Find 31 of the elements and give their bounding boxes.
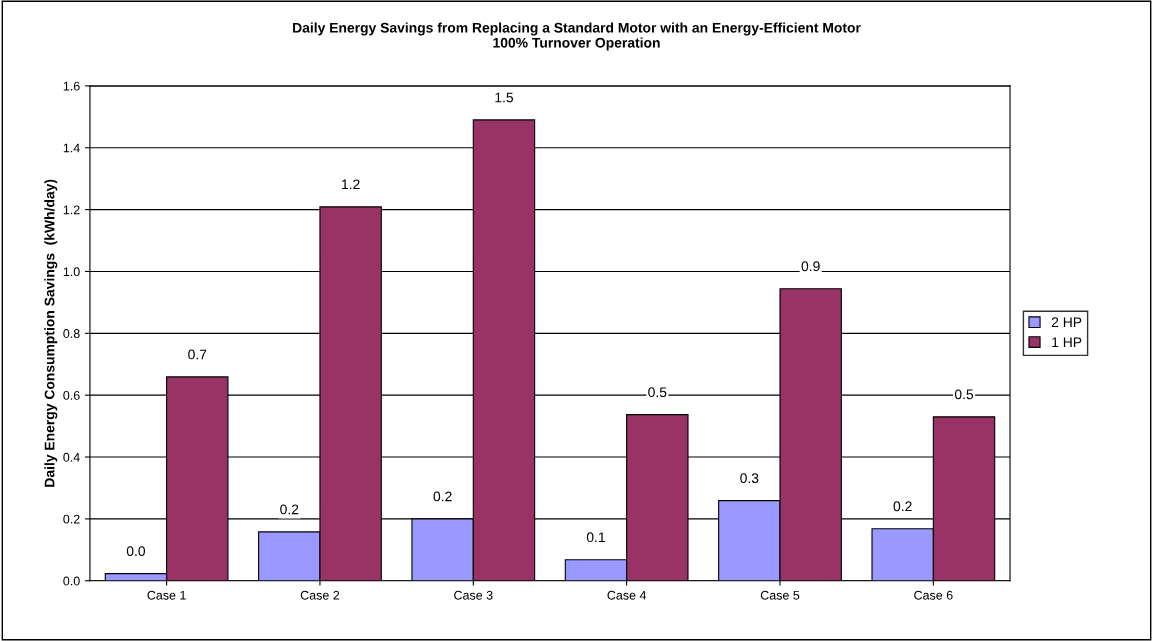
chart-title: Daily Energy Savings from Replacing a Standard Motor with an Energy-Efficient Motor 100% Turnover Operation — [293, 22, 861, 51]
y-tick-label: 0.0 — [63, 576, 80, 586]
legend-label: 1 HP — [1052, 337, 1082, 347]
data-label: 0.5 — [648, 387, 667, 398]
x-tick-label: Case 6 — [914, 590, 953, 600]
legend-label: 2 HP — [1051, 317, 1082, 327]
data-label: 0.7 — [188, 349, 207, 360]
y-tick-label: 1.2 — [63, 205, 80, 215]
y-tick-label: 1.6 — [63, 81, 80, 91]
data-label: 0.2 — [893, 501, 912, 512]
y-tick-label: 1.4 — [63, 143, 80, 153]
y-tick-label: 1.0 — [63, 267, 80, 277]
data-label: 0.2 — [280, 504, 299, 515]
data-label: 0.5 — [954, 389, 974, 400]
y-tick-label: 0.2 — [63, 514, 80, 524]
data-label: 0.3 — [740, 473, 759, 484]
y-tick-label: 0.6 — [63, 390, 80, 400]
data-label: 0.0 — [126, 546, 146, 557]
data-label: 1.2 — [342, 179, 360, 190]
x-tick-label: Case 4 — [607, 590, 647, 600]
data-label: 0.1 — [586, 532, 605, 543]
x-tick-label: Case 1 — [147, 590, 186, 600]
data-label: 0.9 — [801, 261, 820, 272]
x-tick-label: Case 5 — [760, 590, 800, 600]
x-tick-label: Case 2 — [300, 590, 340, 600]
data-label: 0.2 — [433, 491, 452, 502]
data-label: 1.5 — [495, 92, 514, 103]
y-tick-label: 0.4 — [63, 452, 80, 462]
y-tick-label: 0.8 — [63, 329, 80, 338]
x-tick-label: Case 3 — [454, 590, 493, 600]
y-axis-title: Daily Energy Consumption Savings (kWh/day) — [44, 179, 58, 487]
